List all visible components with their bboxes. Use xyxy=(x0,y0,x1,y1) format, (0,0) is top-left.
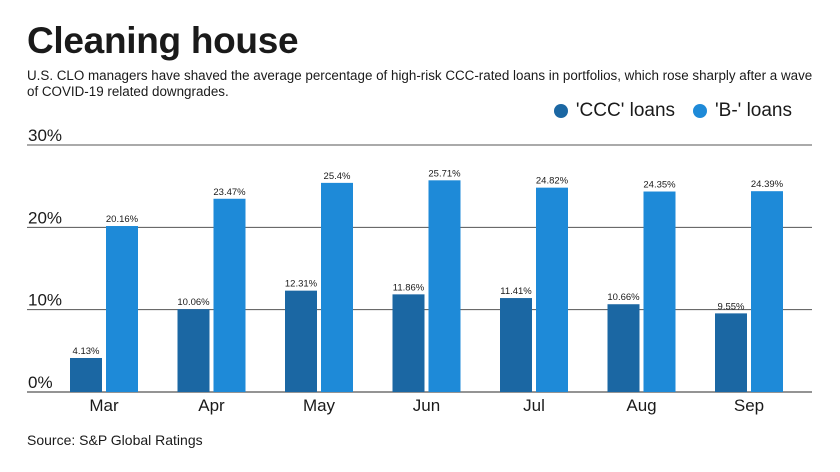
data-label-ccc: 11.86% xyxy=(393,282,425,293)
x-tick-label: Jul xyxy=(523,396,545,415)
legend-label-ccc: 'CCC' loans xyxy=(575,100,676,121)
y-tick-label: 10% xyxy=(28,291,62,310)
x-tick-label: May xyxy=(303,396,336,415)
legend-label-b-minus: 'B-' loans xyxy=(715,100,792,121)
chart-subtitle: U.S. CLO managers have shaved the averag… xyxy=(27,68,813,99)
legend-swatch-ccc xyxy=(553,104,568,118)
bar-ccc xyxy=(70,357,102,392)
bar-ccc xyxy=(177,309,210,392)
data-label-b-minus: 24.82% xyxy=(536,176,569,187)
legend-item-b-minus: 'B-' loans xyxy=(693,100,792,122)
bar-b-minus xyxy=(106,226,138,392)
data-label-ccc: 12.31% xyxy=(285,279,318,290)
data-label-b-minus: 20.16% xyxy=(106,214,139,225)
bar-ccc xyxy=(500,298,532,392)
bar-ccc xyxy=(715,313,747,392)
bar-ccc xyxy=(607,304,640,392)
data-label-ccc: 10.06% xyxy=(177,297,210,308)
y-tick-label: 30% xyxy=(28,126,62,145)
data-label-ccc: 4.13% xyxy=(73,346,100,357)
chart-title: Cleaning house xyxy=(27,20,299,61)
data-label-b-minus: 25.71% xyxy=(428,168,461,179)
data-label-b-minus: 24.39% xyxy=(751,179,784,190)
legend-swatch-b-minus xyxy=(693,104,708,118)
bar-ccc xyxy=(392,294,425,392)
x-tick-label: Aug xyxy=(626,396,656,415)
legend: 'CCC' loans 'B-' loans xyxy=(553,100,792,122)
data-label-b-minus: 23.47% xyxy=(213,187,246,198)
data-label-b-minus: 24.35% xyxy=(643,180,676,191)
y-tick-label: 0% xyxy=(28,373,53,392)
x-tick-label: Sep xyxy=(734,396,764,415)
data-label-b-minus: 25.4% xyxy=(324,171,351,182)
legend-item-ccc: 'CCC' loans xyxy=(553,100,676,122)
x-tick-label: Jun xyxy=(413,396,440,415)
bar-b-minus xyxy=(536,187,568,392)
x-tick-label: Mar xyxy=(89,396,119,415)
bar-ccc xyxy=(285,290,317,392)
bar-b-minus xyxy=(428,180,461,392)
source-note: Source: S&P Global Ratings xyxy=(27,432,203,448)
data-label-ccc: 10.66% xyxy=(607,292,640,303)
data-label-ccc: 9.55% xyxy=(718,301,745,312)
bar-b-minus xyxy=(213,198,246,392)
bar-b-minus xyxy=(643,191,676,392)
x-tick-label: Apr xyxy=(198,396,225,415)
y-tick-label: 20% xyxy=(28,208,62,227)
bar-b-minus xyxy=(321,182,353,392)
data-label-ccc: 11.41% xyxy=(500,286,532,297)
bar-b-minus xyxy=(751,191,783,392)
